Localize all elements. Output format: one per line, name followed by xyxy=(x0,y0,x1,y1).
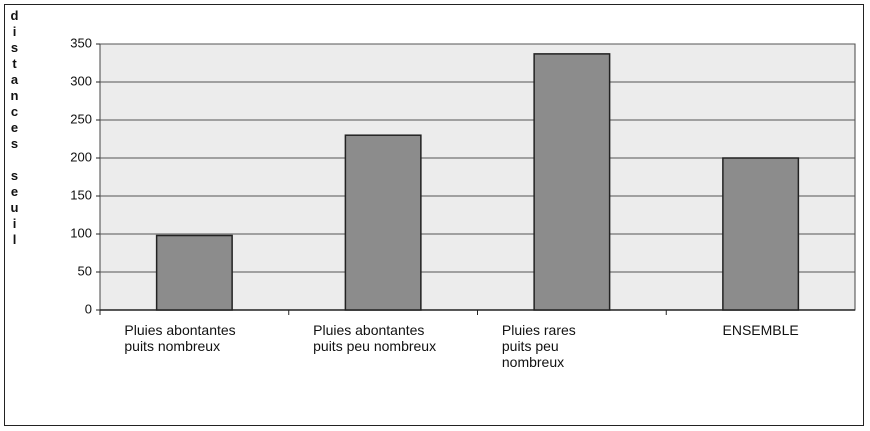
x-tick-label: Pluies abontantes puits nombreux xyxy=(124,322,236,354)
y-tick-label: 200 xyxy=(70,149,92,164)
y-tick-label: 250 xyxy=(70,111,92,126)
bar xyxy=(533,53,611,311)
bar xyxy=(722,157,800,311)
bar xyxy=(155,234,233,311)
x-tick-label: Pluies abontantes puits peu nombreux xyxy=(313,322,437,354)
y-tick-label: 0 xyxy=(85,301,92,316)
y-tick-label: 300 xyxy=(70,73,92,88)
y-tick-label: 350 xyxy=(70,35,92,50)
y-tick-label: 100 xyxy=(70,225,92,240)
x-tick-label: ENSEMBLE xyxy=(722,322,799,338)
bar xyxy=(344,134,422,311)
y-tick-label: 50 xyxy=(78,263,92,278)
x-tick-label: Pluies rares puits peu nombreux xyxy=(501,322,576,370)
frame xyxy=(4,4,864,426)
y-axis-label: distances seuil xyxy=(7,8,22,248)
y-tick-label: 150 xyxy=(70,187,92,202)
